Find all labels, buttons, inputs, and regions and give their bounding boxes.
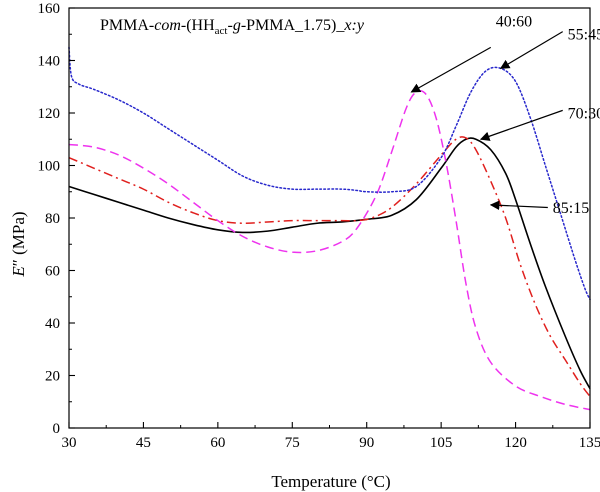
y-tick-label-100: 100 [38, 159, 61, 175]
series-line-70-30 [68, 136, 591, 397]
annotation-arrow-70-30 [479, 109, 563, 141]
x-tick-label-75: 75 [285, 435, 300, 451]
y-tick-label-60: 60 [45, 264, 60, 280]
x-tick-label-105: 105 [430, 435, 453, 451]
y-tick-label-0: 0 [53, 421, 61, 437]
x-tick-label-45: 45 [136, 435, 151, 451]
x-tick-label-30: 30 [62, 435, 77, 451]
annotation-arrow-85-15 [489, 200, 548, 211]
y-tick-label-160: 160 [38, 1, 61, 17]
y-tick-label-140: 140 [38, 54, 61, 70]
annotation-arrow-55-45 [499, 31, 564, 69]
x-axis: 30 45 60 75 90 105 120 135 [62, 422, 600, 451]
x-tick-label-120: 120 [504, 435, 527, 451]
x-tick-label-90: 90 [359, 435, 374, 451]
y-tick-label-120: 120 [38, 106, 61, 122]
series-line-55-45 [68, 46, 591, 301]
annotation-label-85-15: 85:15 [553, 200, 589, 217]
annotation-label-55-45: 55:45 [568, 27, 600, 44]
annotation-arrow-40-60 [410, 46, 492, 93]
annotation-label-70-30: 70:30 [568, 105, 600, 122]
x-tick-label-135: 135 [579, 435, 600, 451]
series-layer [68, 46, 591, 411]
x-tick-label-60: 60 [210, 435, 225, 451]
annotation-layer: 40:60 55:45 70:30 85:15 [410, 13, 600, 217]
plot-frame [68, 7, 591, 429]
y-tick-label-20: 20 [45, 369, 60, 385]
y-tick-label-80: 80 [45, 211, 60, 227]
y-axis: 0 20 40 60 80 100 120 140 160 [38, 1, 75, 437]
y-axis-label: E″ (MPa) [9, 211, 28, 277]
y-tick-label-40: 40 [45, 316, 60, 332]
series-line-85-15 [68, 137, 591, 390]
chart-title: PMMA-com-(HHact-g-PMMA_1.75)_x:y [100, 17, 365, 37]
x-axis-label: Temperature (°C) [271, 472, 390, 491]
series-line-40-60 [68, 89, 591, 411]
annotation-label-40-60: 40:60 [496, 13, 532, 30]
